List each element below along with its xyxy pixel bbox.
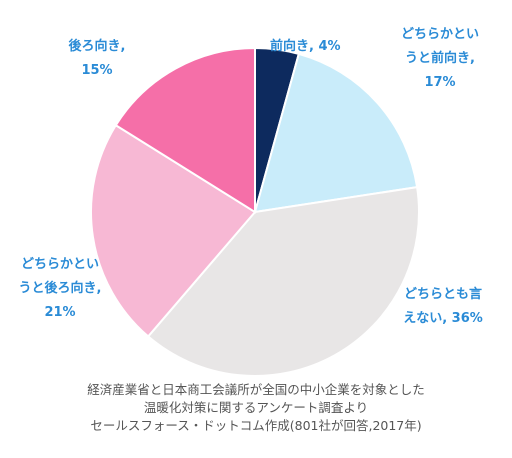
slice-label-line: どちらかとい: [21, 257, 99, 272]
slice-label: 前向き, 4%: [270, 38, 341, 54]
slice-label: どちらかというと前向き, 17%: [401, 27, 479, 90]
pie-slice: [253, 52, 419, 214]
slice-label: どちらかというと後ろ向き, 21%: [19, 257, 102, 320]
pie-slice: [146, 186, 420, 377]
slice-label-line: 前向き, 4%: [270, 38, 341, 54]
slice-label-line: どちらかとい: [401, 27, 479, 42]
slice-label-line: うと後ろ向き,: [19, 280, 102, 296]
slice-label: 後ろ向き, 15%: [69, 38, 126, 78]
slice-label-line: どちらとも言: [404, 286, 482, 302]
caption-line-2: 温暖化対策に関するアンケート調査より: [143, 400, 369, 415]
slice-label-line: 15%: [81, 63, 112, 78]
slice-label-line: うと前向き,: [405, 50, 475, 66]
slice-label-line: 後ろ向き,: [69, 38, 126, 54]
caption-line-1: 経済産業省と日本商工会議所が全国の中小企業を対象とした: [87, 382, 425, 397]
slice-label-line: 21%: [44, 305, 75, 320]
chart-caption: 経済産業省と日本商工会議所が全国の中小企業を対象とした 温暖化対策に関するアンケ…: [0, 381, 512, 435]
pie-slice: [90, 123, 257, 338]
pie-slice: [114, 46, 256, 214]
slice-label: どちらとも言えない, 36%: [403, 286, 483, 326]
slice-label-line: えない, 36%: [403, 311, 483, 326]
caption-line-3: セールスフォース・ドットコム作成(801社が回答,2017年): [90, 418, 422, 433]
slice-label-line: 17%: [424, 75, 455, 90]
